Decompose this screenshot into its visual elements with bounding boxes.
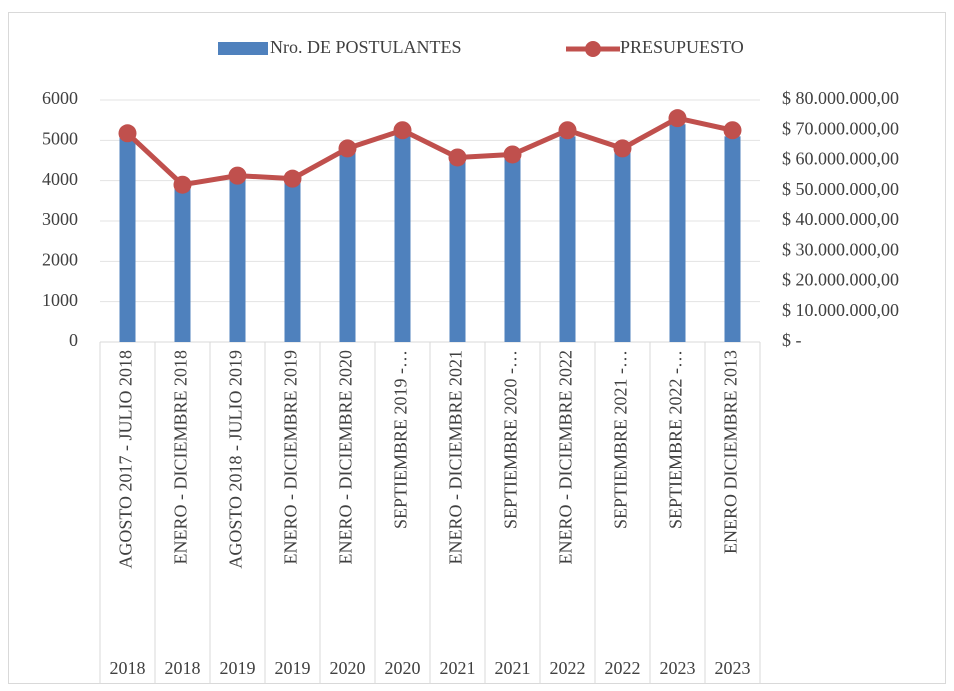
x-tick-label: AGOSTO 2018 - JULIO 2019 [226, 350, 246, 569]
x-group-label: 2019 [275, 658, 311, 678]
y2-tick-label: $ 40.000.000,00 [782, 209, 899, 229]
x-group-label: 2020 [385, 658, 421, 678]
bar [229, 176, 246, 342]
y-tick-label: 5000 [42, 128, 78, 148]
y2-tick-label: $ 80.000.000,00 [782, 88, 899, 108]
line-marker [283, 169, 302, 188]
x-tick-label: SEPTIEMBRE 2020 -… [501, 350, 521, 529]
y-tick-label: 2000 [42, 249, 78, 269]
x-group-label: 2018 [165, 658, 201, 678]
line-marker [613, 139, 632, 158]
x-group-label: 2019 [220, 658, 256, 678]
y-tick-label: 3000 [42, 209, 78, 229]
x-tick-label: SEPTIEMBRE 2019 -… [391, 350, 411, 529]
x-group-label: 2021 [495, 658, 531, 678]
x-group-label: 2022 [605, 658, 641, 678]
bar [724, 136, 741, 342]
bar [394, 132, 411, 342]
x-tick-label: ENERO DICIEMBRE 2013 [721, 350, 741, 554]
line-marker [723, 121, 742, 140]
x-tick-label: SEPTIEMBRE 2022 -… [666, 350, 686, 529]
x-group-label: 2018 [110, 658, 146, 678]
x-group-label: 2020 [330, 658, 366, 678]
x-group-label: 2023 [715, 658, 751, 678]
bar [504, 156, 521, 342]
y2-tick-label: $ 10.000.000,00 [782, 300, 899, 320]
line-marker [558, 121, 577, 140]
x-tick-label: AGOSTO 2017 - JULIO 2018 [116, 350, 136, 569]
y2-tick-label: $ - [782, 330, 802, 350]
y2-tick-label: $ 70.000.000,00 [782, 118, 899, 138]
line-marker [228, 166, 247, 185]
line-marker [173, 175, 192, 194]
bar [449, 156, 466, 342]
line-marker [503, 145, 522, 164]
y2-tick-label: $ 60.000.000,00 [782, 149, 899, 169]
x-tick-label: ENERO - DICIEMBRE 2021 [446, 350, 466, 565]
y-tick-label: 1000 [42, 290, 78, 310]
bar [284, 180, 301, 342]
legend-swatch [585, 41, 601, 57]
line-marker [338, 139, 357, 158]
bar [339, 148, 356, 342]
chart-frame [8, 12, 946, 684]
legend-swatch [218, 42, 268, 55]
y-tick-label: 0 [69, 330, 78, 350]
line-marker [393, 121, 412, 140]
line-marker [448, 148, 467, 167]
x-group-label: 2022 [550, 658, 586, 678]
x-tick-label: SEPTIEMBRE 2021 -… [611, 350, 631, 529]
y-tick-label: 4000 [42, 169, 78, 189]
y-tick-label: 6000 [42, 88, 78, 108]
x-tick-label: ENERO - DICIEMBRE 2020 [336, 350, 356, 565]
line [125, 115, 734, 188]
line-marker [668, 109, 687, 128]
legend-label: Nro. DE POSTULANTES [270, 37, 462, 57]
x-tick-label: ENERO - DICIEMBRE 2022 [556, 350, 576, 565]
legend-label: PRESUPUESTO [620, 37, 744, 57]
y2-tick-label: $ 50.000.000,00 [782, 179, 899, 199]
x-tick-label: ENERO - DICIEMBRE 2019 [281, 350, 301, 565]
x-group-label: 2021 [440, 658, 476, 678]
x-group-label: 2023 [660, 658, 696, 678]
bar [119, 136, 136, 342]
x-tick-label: ENERO - DICIEMBRE 2018 [171, 350, 191, 565]
bar [669, 124, 686, 342]
bar [614, 148, 631, 342]
y2-tick-label: $ 20.000.000,00 [782, 270, 899, 290]
bar [559, 136, 576, 342]
line-marker [118, 124, 137, 143]
y2-tick-label: $ 30.000.000,00 [782, 239, 899, 259]
bar [174, 188, 191, 342]
